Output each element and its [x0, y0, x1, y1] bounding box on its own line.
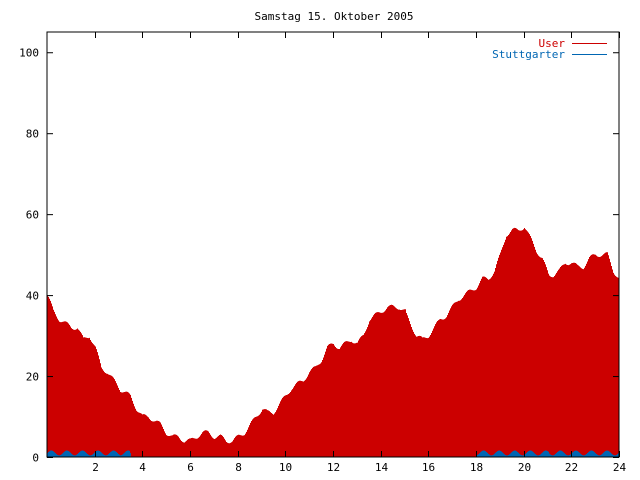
legend-label: Stuttgarter — [492, 48, 565, 61]
x-tick-label: 20 — [518, 461, 531, 474]
y-tick-label: 80 — [26, 128, 39, 141]
x-tick-label: 8 — [235, 461, 242, 474]
y-tick-label: 40 — [26, 290, 39, 303]
legend-label: User — [539, 37, 566, 50]
x-tick-label: 16 — [422, 461, 435, 474]
series-user — [47, 227, 619, 457]
x-tick-label: 12 — [327, 461, 340, 474]
x-tick-label: 6 — [187, 461, 194, 474]
bar-layer — [47, 227, 619, 457]
y-tick-label: 60 — [26, 209, 39, 222]
x-tick-label: 10 — [279, 461, 292, 474]
x-tick-label: 22 — [565, 461, 578, 474]
y-tick-label: 20 — [26, 371, 39, 384]
y-tick-label: 0 — [32, 452, 39, 465]
x-tick-label: 2 — [92, 461, 99, 474]
x-tick-label: 18 — [470, 461, 483, 474]
x-tick-label: 14 — [375, 461, 389, 474]
y-tick-label: 100 — [19, 47, 39, 60]
chart-title: Samstag 15. Oktober 2005 — [255, 10, 414, 23]
x-tick-label: 24 — [613, 461, 627, 474]
x-tick-label: 4 — [139, 461, 146, 474]
